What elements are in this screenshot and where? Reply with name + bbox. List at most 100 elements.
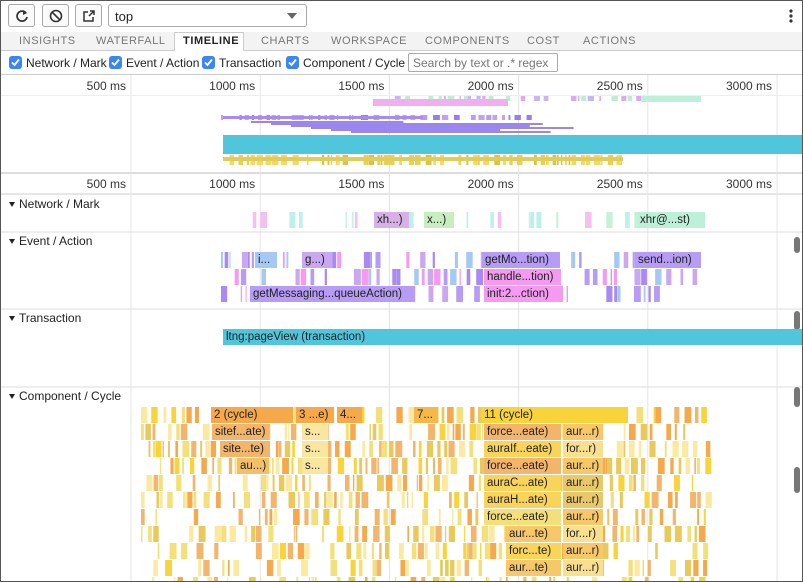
tab[interactable]: INSIGHTS (19, 35, 76, 47)
timeline-mark (348, 577, 356, 581)
timeline-block[interactable]: aur...r) (563, 492, 603, 508)
timeline-mark (628, 475, 633, 491)
search-input[interactable]: Search by text or .* regex (408, 53, 558, 72)
timeline-block[interactable]: handle...tion) (484, 269, 561, 285)
timeline-block[interactable]: aur...te) (506, 560, 561, 576)
timeline-mark (252, 212, 257, 228)
timeline-mark (636, 407, 644, 423)
tab[interactable]: ACTIONS (583, 35, 637, 47)
timeline-block[interactable]: aur...r) (563, 424, 603, 440)
timeline-block[interactable]: getMo...tion) (482, 252, 560, 268)
timeline-mark (691, 475, 694, 491)
timeline-block[interactable]: aur...r) (563, 509, 603, 525)
filter-checkbox[interactable] (9, 56, 22, 69)
timeline-mark (450, 269, 457, 285)
timeline-block[interactable]: auraC...ate) (484, 475, 561, 491)
timeline-block[interactable]: aur...te) (506, 526, 561, 542)
ruler-label: 500 ms (87, 177, 126, 191)
tab[interactable]: WORKSPACE (331, 35, 408, 47)
timeline-block[interactable]: for...r) (563, 526, 603, 542)
overview-mark (514, 115, 521, 120)
timeline-block[interactable]: send...ion) (635, 252, 701, 268)
timeline-mark (462, 424, 465, 440)
timeline-block[interactable]: force...eate) (484, 509, 561, 525)
tab[interactable]: COST (527, 35, 560, 47)
timeline-mark (354, 526, 359, 542)
tab[interactable]: COMPONENTS (425, 35, 510, 47)
timeline-mark (375, 252, 381, 268)
timeline-block[interactable]: 7... (414, 407, 438, 423)
timeline-mark (613, 543, 618, 559)
tab[interactable]: WATERFALL (96, 35, 166, 47)
timeline-block[interactable]: i... (255, 252, 277, 268)
timeline-block[interactable]: forc...te) (506, 543, 561, 559)
timeline-mark (236, 458, 238, 474)
timeline-block[interactable]: xh...) (374, 212, 409, 228)
overview-mark (463, 96, 468, 101)
timeline-block[interactable]: init:2...ction) (484, 286, 563, 302)
timeline-mark (401, 492, 405, 508)
timeline-block[interactable]: s... (302, 424, 328, 440)
timeline-block[interactable]: auraH...ate) (484, 492, 561, 508)
timeline-mark (635, 509, 639, 525)
ruler-label: 2500 ms (597, 79, 643, 93)
timeline-block[interactable]: for...r) (563, 441, 603, 457)
timeline-mark (162, 441, 164, 457)
timeline-block[interactable]: auraIf...eate) (484, 441, 561, 457)
timeline-block[interactable]: s... (302, 441, 328, 457)
timeline-mark (655, 543, 658, 559)
timeline-mark (456, 407, 464, 423)
timeline-block[interactable]: aur...r) (563, 475, 603, 491)
frame-select[interactable]: top (108, 4, 307, 27)
timeline-block[interactable]: aur...r) (563, 458, 603, 474)
timeline-block[interactable]: ltng:pageView (transaction) (223, 329, 802, 345)
tab[interactable]: CHARTS (261, 35, 310, 47)
scrollbar (794, 237, 800, 253)
timeline-block[interactable]: 3 ...e) (296, 407, 334, 423)
timeline-mark (376, 560, 381, 576)
timeline-mark (464, 492, 469, 508)
timeline-block[interactable]: au...) (237, 458, 269, 474)
timeline-mark (701, 407, 707, 423)
menu-icon[interactable] (789, 9, 793, 23)
timeline-block[interactable]: 4... (337, 407, 362, 423)
popout-button[interactable] (75, 4, 102, 27)
filter-checkbox[interactable] (202, 56, 215, 69)
timeline-mark (490, 212, 494, 228)
timeline-block[interactable]: force...eate) (484, 424, 561, 440)
clear-button[interactable] (42, 4, 69, 27)
filter-checkbox[interactable] (286, 56, 299, 69)
overview-mark (433, 115, 440, 120)
timeline-block[interactable]: force...eate) (484, 458, 561, 474)
timeline-mark (705, 441, 711, 457)
timeline-mark (362, 441, 366, 457)
timeline-mark (295, 475, 298, 491)
timeline-mark (251, 526, 256, 542)
timeline-mark (337, 458, 345, 474)
timeline-mark (456, 286, 464, 302)
timeline-block[interactable]: 11 (cycle) (481, 407, 628, 423)
timeline-mark (690, 577, 695, 581)
timeline-block[interactable]: site...te) (220, 441, 270, 457)
tab[interactable]: TIMELINE (183, 35, 240, 47)
timeline-mark (258, 509, 261, 525)
timeline-block[interactable]: getMessaging...queueAction) (250, 286, 415, 302)
timeline-block[interactable]: s... (302, 458, 328, 474)
timeline-block[interactable]: xhr@...st) (637, 212, 705, 228)
timeline-mark (674, 475, 680, 491)
timeline-block[interactable]: 2 (cycle) (211, 407, 293, 423)
timeline-mark (297, 543, 304, 559)
timeline-mark (193, 509, 199, 525)
timeline-block[interactable]: sitef...ate) (212, 424, 269, 440)
timeline-block[interactable]: g...) (302, 252, 332, 268)
timeline-mark (457, 509, 462, 525)
refresh-button[interactable] (8, 4, 35, 27)
timeline-block[interactable]: aur...r) (563, 543, 603, 559)
timeline-block[interactable]: x...) (424, 212, 454, 228)
overview-mark (488, 96, 494, 101)
collapse-arrow (9, 202, 15, 207)
timeline-block[interactable]: aur...r) (563, 560, 603, 576)
timeline-mark (610, 492, 614, 508)
timeline-mark (703, 509, 706, 525)
filter-checkbox[interactable] (109, 56, 122, 69)
